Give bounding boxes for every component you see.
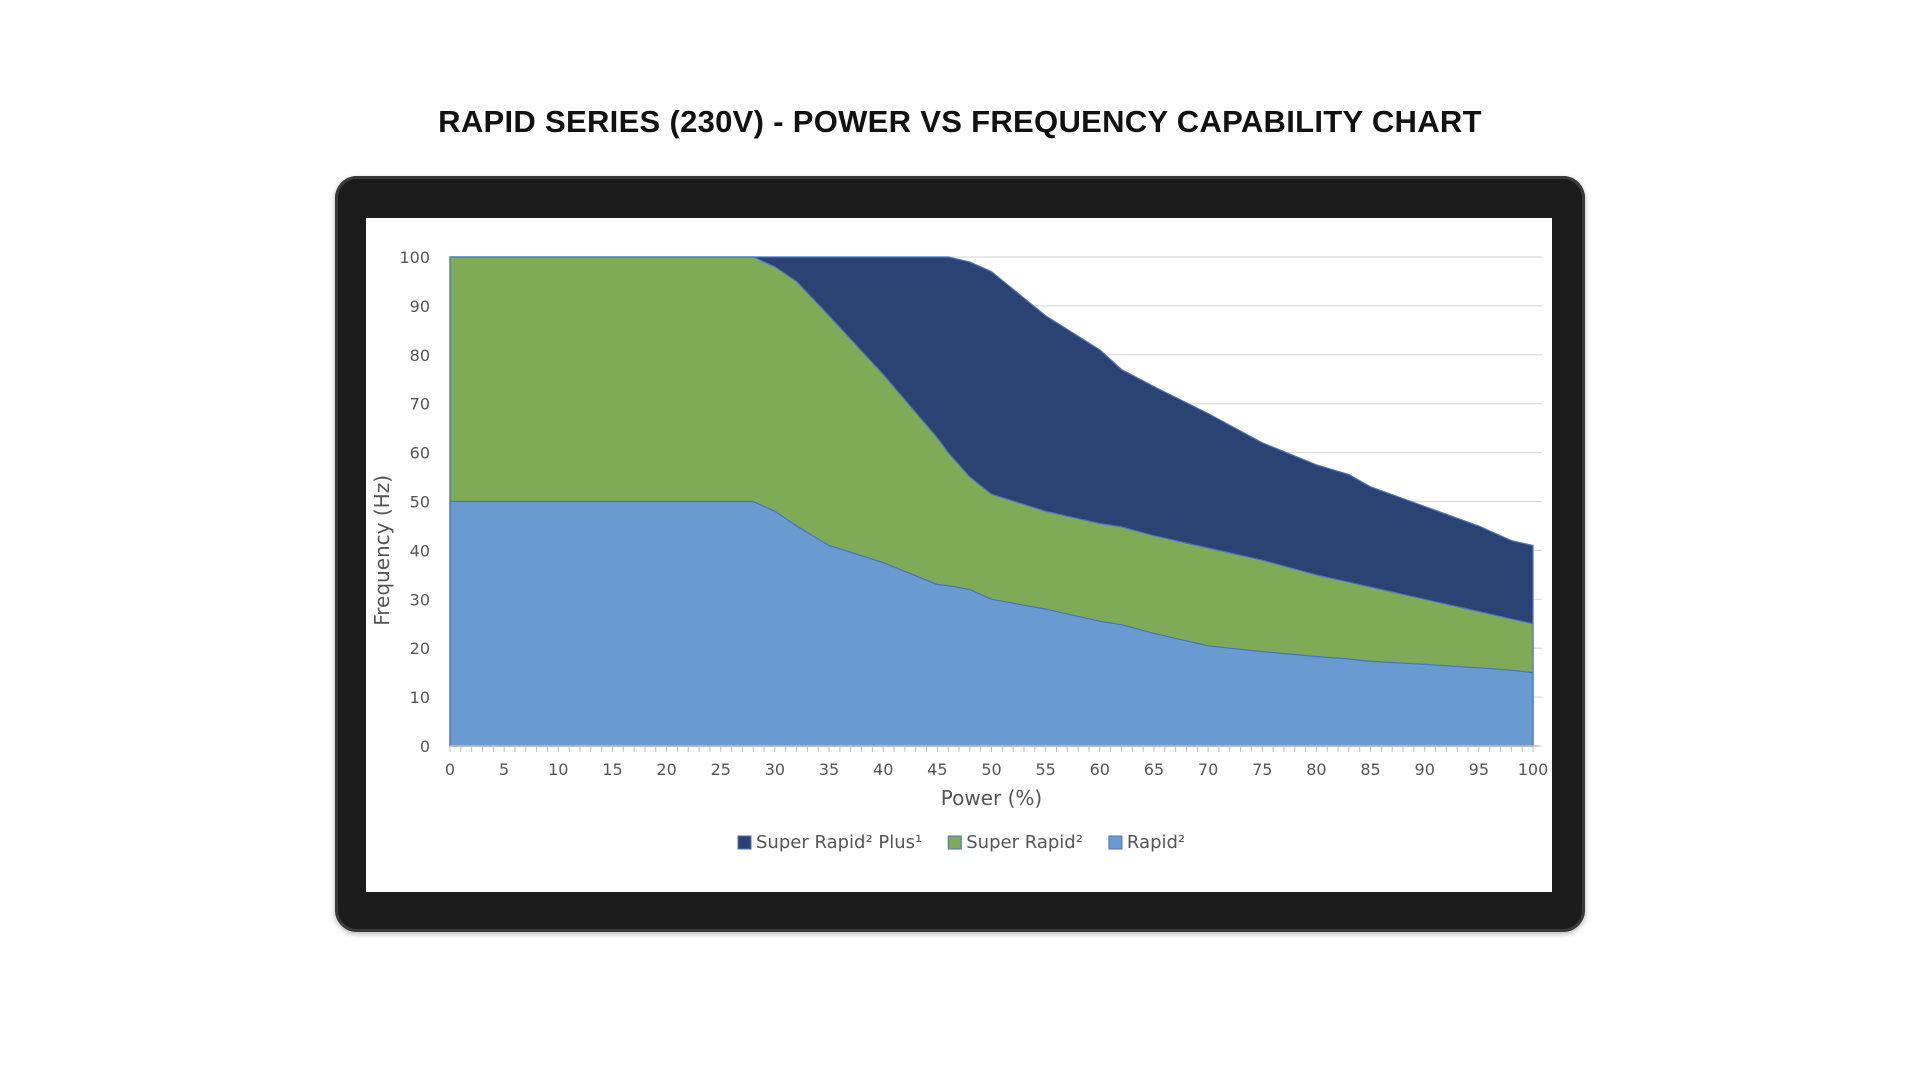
x-axis-title: Power (%): [941, 786, 1042, 810]
y-tick-label: 10: [410, 688, 430, 707]
y-tick-label: 50: [410, 493, 430, 512]
x-tick-label: 30: [765, 760, 785, 779]
x-tick-label: 65: [1144, 760, 1164, 779]
y-tick-label: 70: [410, 395, 430, 414]
x-tick-label: 100: [1518, 760, 1549, 779]
x-tick-label: 75: [1252, 760, 1272, 779]
y-axis-title: Frequency (Hz): [370, 475, 394, 626]
x-tick-label: 5: [499, 760, 509, 779]
x-tick-label: 90: [1415, 760, 1435, 779]
y-tick-label: 80: [410, 346, 430, 365]
y-tick-label: 90: [410, 297, 430, 316]
y-tick-label: 60: [410, 444, 430, 463]
x-tick-label: 35: [819, 760, 839, 779]
x-tick-label: 80: [1306, 760, 1326, 779]
y-tick-label: 20: [410, 639, 430, 658]
legend-label: Super Rapid²: [966, 832, 1083, 853]
y-tick-label: 40: [410, 541, 430, 560]
legend-label: Super Rapid² Plus¹: [756, 832, 922, 853]
x-tick-label: 0: [445, 760, 455, 779]
x-tick-label: 95: [1469, 760, 1489, 779]
legend-swatch: [947, 835, 962, 850]
x-tick-label: 10: [548, 760, 568, 779]
area-rapid-: [449, 500, 1534, 747]
legend-label: Rapid²: [1127, 832, 1185, 853]
y-tick-label: 100: [399, 248, 430, 267]
chart-title: RAPID SERIES (230V) - POWER VS FREQUENCY…: [438, 104, 1482, 139]
legend-swatch: [737, 835, 752, 850]
x-tick-label: 40: [873, 760, 893, 779]
y-tick-label: 30: [410, 590, 430, 609]
x-tick-label: 50: [981, 760, 1001, 779]
x-tick-label: 70: [1198, 760, 1218, 779]
x-tick-label: 45: [927, 760, 947, 779]
legend-swatch: [1108, 835, 1123, 850]
x-tick-label: 60: [1090, 760, 1110, 779]
x-tick-label: 55: [1035, 760, 1055, 779]
x-tick-label: 15: [602, 760, 622, 779]
x-tick-label: 20: [656, 760, 676, 779]
y-tick-label: 0: [420, 737, 430, 756]
x-tick-label: 25: [711, 760, 731, 779]
x-tick-label: 85: [1360, 760, 1380, 779]
